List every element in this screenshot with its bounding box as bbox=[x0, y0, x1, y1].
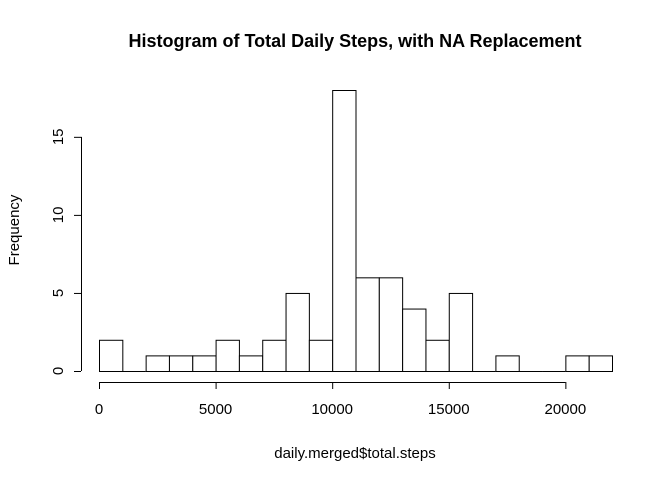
histogram-bar bbox=[168, 355, 194, 372]
histogram-bar bbox=[355, 277, 380, 373]
histogram-bar bbox=[145, 355, 170, 372]
y-tick-label: 15 bbox=[50, 128, 67, 145]
histogram-bar bbox=[192, 355, 217, 372]
y-tick-label: 10 bbox=[50, 207, 67, 224]
bars-group bbox=[99, 90, 614, 373]
x-tick-label: 10000 bbox=[311, 401, 353, 418]
histogram-bar bbox=[332, 90, 357, 372]
x-tick-label: 0 bbox=[95, 401, 103, 418]
histogram-bar bbox=[99, 339, 124, 372]
histogram-bar bbox=[285, 292, 310, 373]
y-tick-label: 5 bbox=[50, 289, 67, 297]
y-tick-label: 0 bbox=[50, 367, 67, 375]
x-tick-label: 15000 bbox=[428, 401, 470, 418]
histogram-bar bbox=[402, 308, 427, 372]
x-tick-label: 5000 bbox=[199, 401, 232, 418]
histogram-bar bbox=[378, 277, 404, 373]
histogram-bar bbox=[238, 355, 264, 372]
x-axis-label: daily.merged$total.steps bbox=[274, 445, 435, 462]
histogram-bar bbox=[425, 339, 450, 372]
chart-title: Histogram of Total Daily Steps, with NA … bbox=[128, 31, 581, 51]
histogram-bar bbox=[495, 355, 520, 372]
histogram-bar bbox=[308, 339, 334, 372]
histogram-bar bbox=[588, 355, 614, 372]
histogram-bar bbox=[565, 355, 590, 372]
histogram-bar bbox=[448, 292, 474, 373]
y-axis: 0 5 10 15 bbox=[50, 128, 82, 375]
histogram-bar bbox=[215, 339, 240, 372]
histogram-bar bbox=[262, 339, 287, 372]
x-axis: 0 5000 10000 15000 20000 bbox=[95, 382, 586, 418]
x-tick-label: 20000 bbox=[545, 401, 587, 418]
y-axis-label: Frequency bbox=[6, 194, 23, 265]
